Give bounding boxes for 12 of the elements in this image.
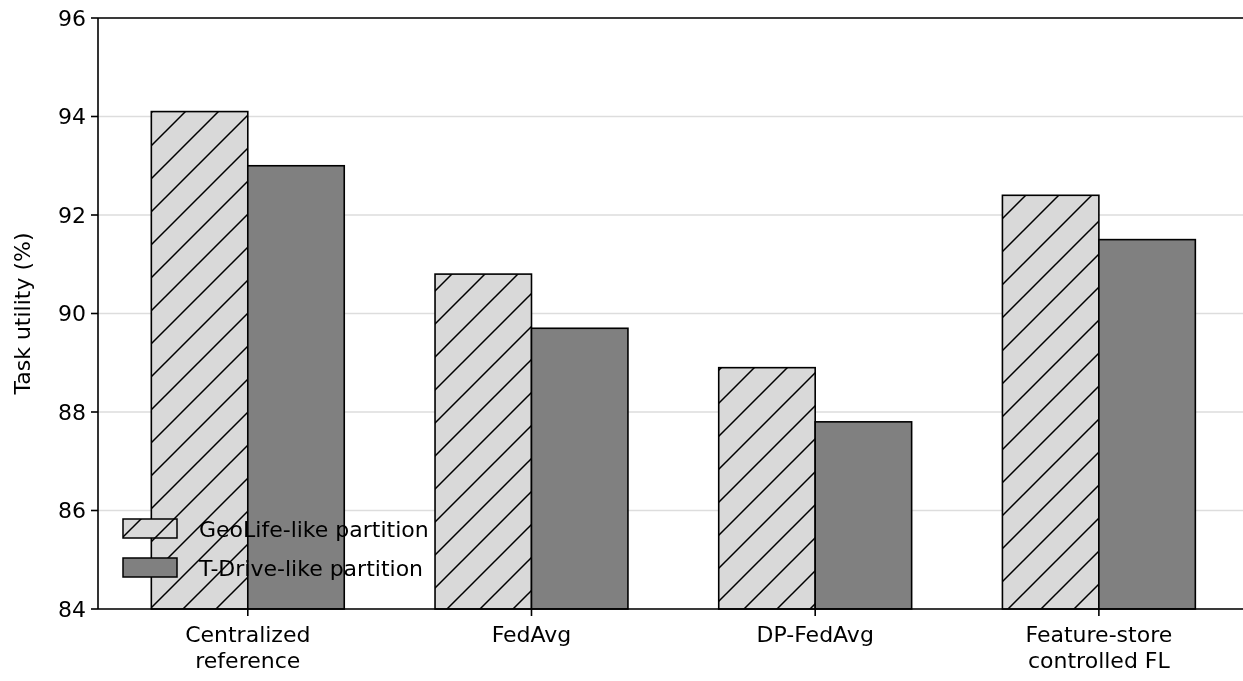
x-tick-label: Feature-store controlled FL	[1025, 622, 1173, 673]
x-tick-label: FedAvg	[491, 622, 572, 647]
y-axis-title: Task utility (%)	[10, 232, 35, 396]
y-tick-label: 86	[58, 498, 86, 524]
y-tick-label: 92	[58, 202, 86, 228]
y-tick-label: 88	[58, 399, 86, 425]
y-tick-label: 96	[58, 5, 86, 31]
y-tick-label: 90	[58, 301, 86, 327]
x-tick-label: DP-FedAvg	[756, 622, 874, 647]
y-tick-label: 84	[58, 596, 86, 622]
x-tick-label: Centralized reference	[185, 622, 311, 673]
y-tick-label: 94	[58, 104, 86, 130]
